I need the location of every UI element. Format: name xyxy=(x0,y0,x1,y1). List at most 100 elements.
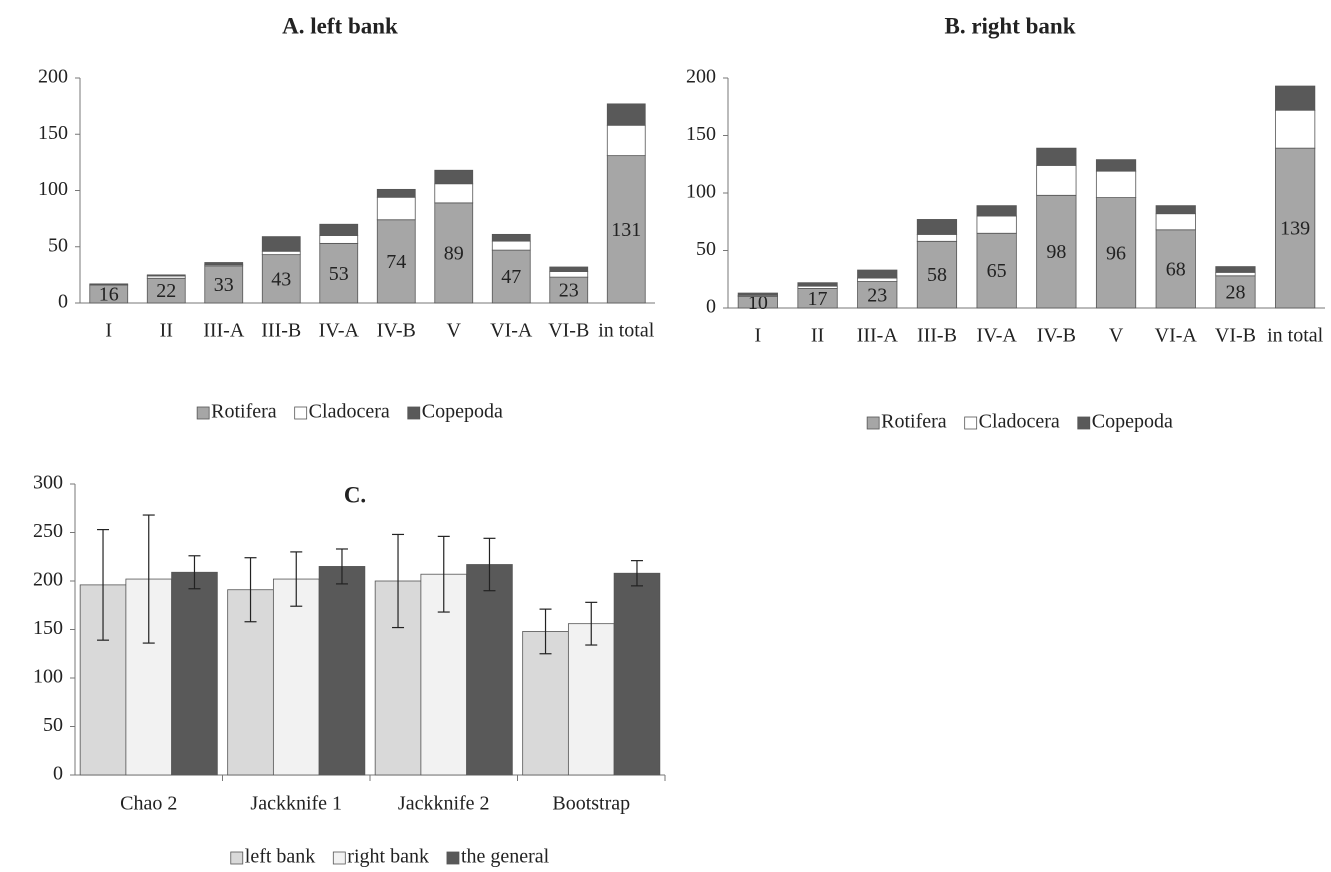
x-tick-label: III-A xyxy=(203,320,245,342)
bar-segment xyxy=(549,276,589,304)
x-tick-label: IV-B xyxy=(377,320,416,342)
legend-label: the general xyxy=(461,846,550,868)
bar-segment xyxy=(916,233,958,242)
data-label: 139 xyxy=(1280,218,1310,240)
bar-segment xyxy=(434,183,474,204)
data-label: 68 xyxy=(1166,258,1186,280)
x-tick-label: VI-A xyxy=(1155,325,1198,347)
bar-segment xyxy=(89,283,129,286)
legend-swatch xyxy=(230,851,244,865)
error-bar xyxy=(437,535,450,613)
y-tick-label: 50 xyxy=(43,714,63,736)
x-tick-label: V xyxy=(447,320,462,342)
data-label: 43 xyxy=(271,268,291,290)
bar-segment xyxy=(1155,213,1196,231)
bar-segment xyxy=(976,232,1017,309)
bar-segment xyxy=(261,250,301,256)
y-tick-label: 200 xyxy=(686,66,716,88)
y-tick-label: 150 xyxy=(38,122,68,144)
bar-segment xyxy=(261,236,301,252)
x-tick-label: Jackknife 1 xyxy=(250,793,342,815)
bar-segment xyxy=(606,124,646,157)
x-tick-label: V xyxy=(1109,325,1124,347)
legend-swatch xyxy=(332,851,346,865)
data-label: 65 xyxy=(987,260,1007,282)
bar xyxy=(318,566,366,776)
bar-segment xyxy=(1215,271,1256,277)
bar-segment xyxy=(146,274,186,277)
x-tick-label: III-A xyxy=(857,325,899,347)
x-tick-label: Chao 2 xyxy=(120,793,177,815)
chart: C. 0 50 100 150 200 250 300 Chao 2 Jackknife 1 Jac… xyxy=(33,472,666,868)
data-label: 98 xyxy=(1046,241,1066,263)
y-tick-label: 100 xyxy=(33,666,63,688)
bar-segment xyxy=(1215,275,1256,309)
bar-segment xyxy=(434,169,474,185)
bar-segment xyxy=(319,235,359,244)
bar-segment xyxy=(1095,170,1137,198)
bar-segment xyxy=(1036,164,1077,196)
x-tick-label: III-B xyxy=(917,325,957,347)
error-bar xyxy=(142,514,155,644)
y-tick-label: 100 xyxy=(38,178,68,200)
bar-segment xyxy=(1275,109,1316,149)
bar-segment xyxy=(606,155,646,304)
y-tick-label: 0 xyxy=(706,296,716,318)
y-tick-label: 150 xyxy=(33,617,63,639)
data-label: 17 xyxy=(808,288,828,310)
bar-segment xyxy=(1155,205,1196,215)
error-bar xyxy=(244,557,257,623)
legend-label: Rotifera xyxy=(211,401,277,423)
bar xyxy=(171,571,218,776)
y-tick-label: 0 xyxy=(53,763,63,785)
chart-title: A. left bank xyxy=(282,13,398,38)
bar-segment xyxy=(376,196,416,221)
bar-segment xyxy=(1036,194,1077,309)
bar-segment xyxy=(1095,159,1137,172)
x-tick-label: II xyxy=(811,325,824,347)
y-tick-label: 0 xyxy=(58,291,68,313)
data-label: 16 xyxy=(99,284,119,306)
chart-title: B. right bank xyxy=(944,13,1075,38)
bar-segment xyxy=(549,266,589,272)
x-tick-label: Bootstrap xyxy=(552,793,630,815)
data-label: 58 xyxy=(927,264,947,286)
legend-swatch xyxy=(407,406,421,420)
y-tick-label: 100 xyxy=(686,181,716,203)
bar-segment xyxy=(204,265,244,304)
data-label: 53 xyxy=(329,263,349,285)
y-tick-label: 200 xyxy=(33,569,63,591)
legend-swatch xyxy=(446,851,460,865)
x-tick-label: in total xyxy=(598,320,655,342)
bar-segment xyxy=(857,269,898,279)
legend-swatch xyxy=(294,406,308,420)
data-label: 23 xyxy=(559,280,579,302)
bar-segment xyxy=(797,282,838,287)
data-label: 47 xyxy=(501,266,521,288)
bar-segment xyxy=(319,223,359,236)
error-bar xyxy=(392,533,405,629)
bar-segment xyxy=(1155,229,1196,309)
bar-segment xyxy=(1095,197,1137,309)
x-tick-label: in total xyxy=(1267,325,1324,347)
data-label: 74 xyxy=(386,251,406,273)
bar-segment xyxy=(261,254,301,304)
data-label: 10 xyxy=(748,292,768,314)
x-tick-label: I xyxy=(755,325,762,347)
y-tick-label: 200 xyxy=(38,66,68,88)
error-bar xyxy=(585,601,598,646)
bar-segment xyxy=(376,219,416,304)
bar-segment xyxy=(1036,147,1077,166)
x-tick-label: IV-B xyxy=(1037,325,1076,347)
bar-segment xyxy=(1275,85,1316,111)
data-label: 28 xyxy=(1225,281,1245,303)
error-bar xyxy=(539,608,552,655)
legend-label: Rotifera xyxy=(881,411,947,433)
legend-swatch xyxy=(964,416,978,430)
data-label: 96 xyxy=(1106,242,1126,264)
bar xyxy=(466,564,513,776)
bar-segment xyxy=(376,188,416,198)
error-bar xyxy=(630,560,643,587)
